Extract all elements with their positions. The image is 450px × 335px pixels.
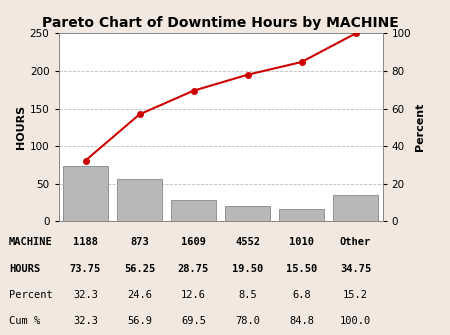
Text: Percent: Percent — [9, 290, 53, 300]
Text: 4552: 4552 — [235, 237, 260, 247]
Text: HOURS: HOURS — [9, 264, 40, 274]
Text: 56.25: 56.25 — [124, 264, 155, 274]
Text: MACHINE: MACHINE — [9, 237, 53, 247]
Bar — [333, 195, 378, 221]
Text: 28.75: 28.75 — [178, 264, 209, 274]
Text: 8.5: 8.5 — [238, 290, 257, 300]
Text: 84.8: 84.8 — [289, 316, 314, 326]
Text: 1010: 1010 — [289, 237, 314, 247]
Text: 1188: 1188 — [73, 237, 98, 247]
Text: 100.0: 100.0 — [340, 316, 371, 326]
Text: 12.6: 12.6 — [181, 290, 206, 300]
Bar — [63, 166, 108, 221]
Y-axis label: Percent: Percent — [415, 103, 425, 151]
Text: 69.5: 69.5 — [181, 316, 206, 326]
Text: 15.50: 15.50 — [286, 264, 317, 274]
Bar — [225, 206, 270, 221]
Bar — [279, 209, 324, 221]
Text: 34.75: 34.75 — [340, 264, 371, 274]
Text: 73.75: 73.75 — [70, 264, 101, 274]
Y-axis label: HOURS: HOURS — [16, 105, 26, 149]
Text: 873: 873 — [130, 237, 149, 247]
Text: 19.50: 19.50 — [232, 264, 263, 274]
Title: Pareto Chart of Downtime Hours by MACHINE: Pareto Chart of Downtime Hours by MACHIN… — [42, 15, 399, 29]
Text: Cum %: Cum % — [9, 316, 40, 326]
Bar — [171, 200, 216, 221]
Text: 6.8: 6.8 — [292, 290, 311, 300]
Text: 24.6: 24.6 — [127, 290, 152, 300]
Bar — [117, 179, 162, 221]
Text: 56.9: 56.9 — [127, 316, 152, 326]
Text: 1609: 1609 — [181, 237, 206, 247]
Text: 32.3: 32.3 — [73, 290, 98, 300]
Text: 78.0: 78.0 — [235, 316, 260, 326]
Text: Other: Other — [340, 237, 371, 247]
Text: 15.2: 15.2 — [343, 290, 368, 300]
Text: 32.3: 32.3 — [73, 316, 98, 326]
